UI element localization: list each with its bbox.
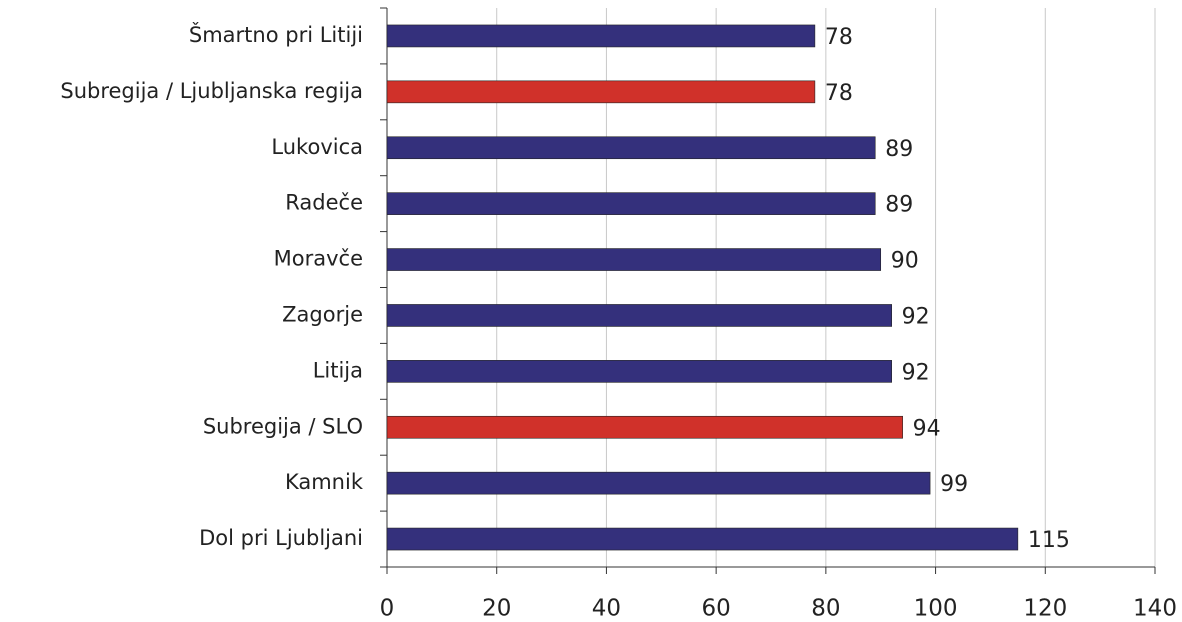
bar [386, 415, 903, 439]
x-tick-label: 100 [914, 596, 958, 622]
bar [386, 527, 1019, 551]
y-tick-label: Šmartno pri Litiji [189, 22, 363, 47]
value-label: 99 [940, 472, 968, 497]
value-label: 94 [913, 416, 941, 441]
value-label: 92 [902, 360, 930, 385]
y-tick-label: Zagorje [282, 302, 363, 326]
value-label: 78 [825, 81, 853, 106]
bar [386, 360, 892, 383]
bar [386, 136, 876, 160]
y-tick-label: Dol pri Ljubljani [199, 526, 363, 550]
x-tick-label: 60 [702, 596, 731, 622]
x-tick-label: 20 [482, 596, 511, 622]
bar [386, 80, 816, 104]
bar [386, 192, 876, 215]
y-tick-label: Litija [313, 358, 363, 382]
y-tick-label: Kamnik [285, 470, 364, 494]
y-tick-label: Moravče [274, 247, 363, 271]
x-tick-label: 40 [592, 596, 621, 622]
value-label: 115 [1028, 528, 1070, 553]
x-tick-label: 140 [1133, 596, 1177, 622]
bar [386, 24, 816, 48]
y-tick-label: Subregija / Ljubljanska regija [60, 79, 363, 103]
value-label: 89 [885, 137, 913, 162]
x-tick-label: 0 [380, 596, 395, 622]
value-label: 92 [902, 304, 930, 329]
bar [386, 304, 892, 327]
y-tick-label: Radeče [285, 191, 363, 215]
y-tick-label: Subregija / SLO [203, 414, 363, 438]
value-label: 78 [825, 25, 853, 50]
y-tick-label: Lukovica [271, 135, 363, 159]
x-tick-label: 120 [1023, 596, 1067, 622]
value-label: 89 [885, 193, 913, 218]
bar [386, 248, 882, 271]
x-tick-label: 80 [811, 596, 840, 622]
bar [386, 471, 931, 495]
value-label: 90 [891, 249, 919, 274]
